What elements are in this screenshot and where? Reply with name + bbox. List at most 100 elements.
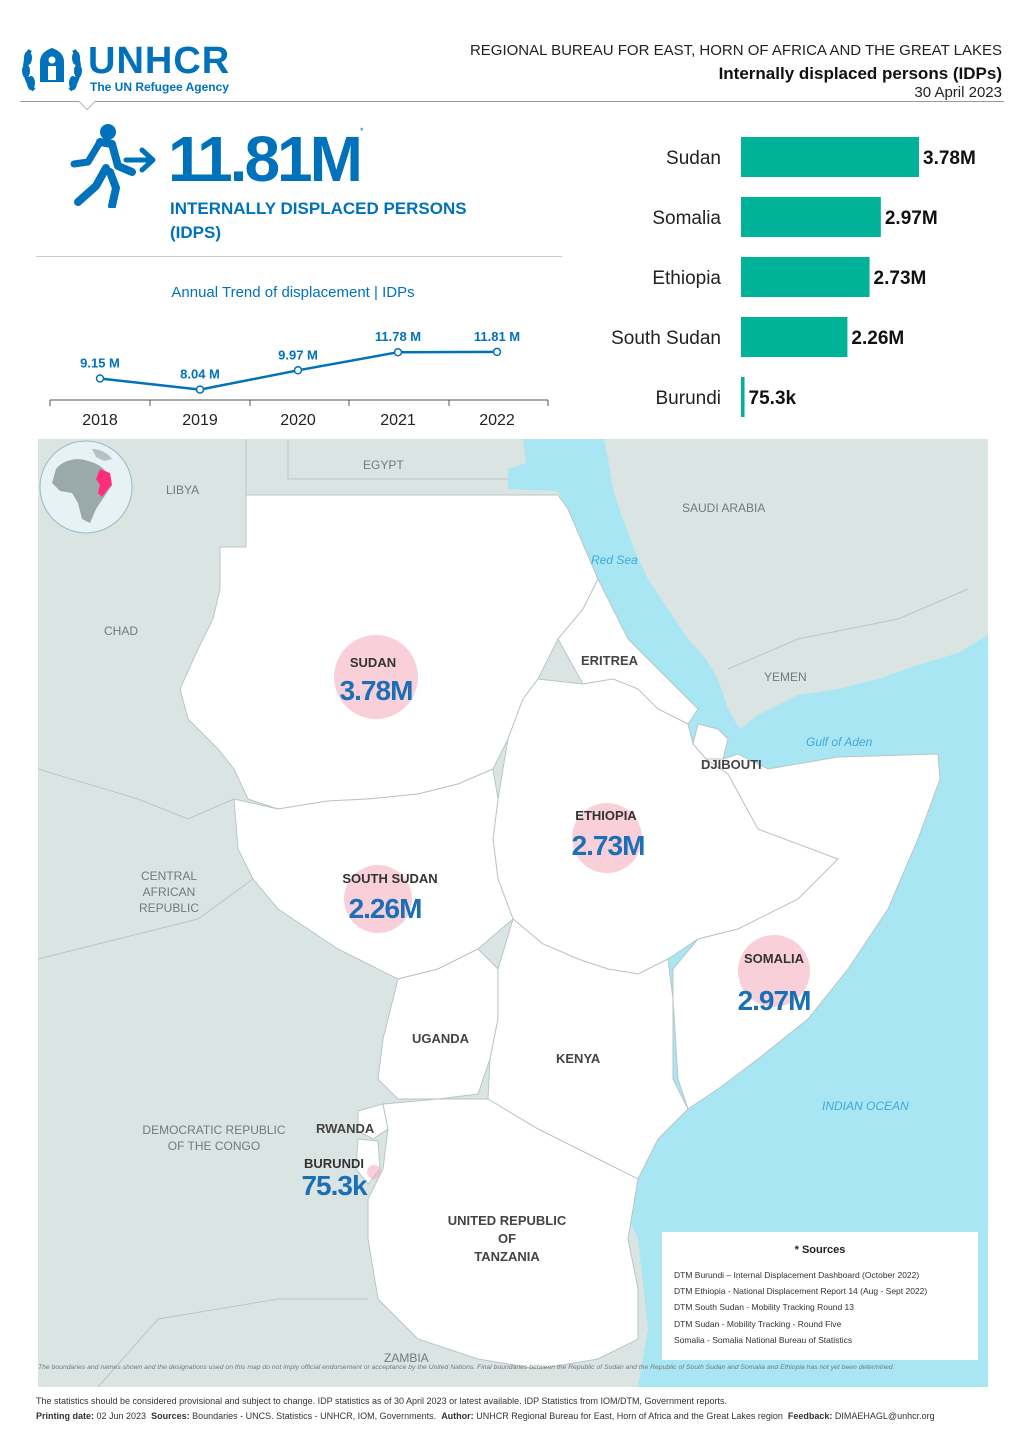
- printing-date-value: 02 Jun 2023: [96, 1411, 147, 1421]
- bubble-name-burundi: BURUNDI: [304, 1156, 364, 1171]
- label-drc-line2: OF THE CONGO: [167, 1139, 261, 1153]
- bubble-ethiopia: [572, 803, 642, 873]
- label-car: CENTRAL AFRICAN REPUBLIC: [136, 868, 202, 916]
- bar-data-label: 2.26M: [851, 328, 904, 349]
- trend-point: [492, 347, 502, 357]
- trend-point: [293, 366, 303, 375]
- trend-line-chart: 9.15 M 2018 8.04 M 2019 9.97 M 2020 11.78 M 202…: [49, 329, 549, 429]
- bubble-value-sudan: 3.78M: [339, 675, 414, 706]
- trend-point: [393, 347, 403, 357]
- bubble-burundi: [367, 1165, 381, 1179]
- source-item: Somalia - Somalia National Bureau of Sta…: [674, 1335, 853, 1345]
- bubble-south-sudan: [344, 865, 412, 933]
- source-item: DTM Burundi – Internal Displacement Dash…: [674, 1270, 920, 1280]
- bar-data-label: 2.73M: [874, 268, 927, 289]
- bar: [741, 197, 881, 237]
- bubble-name-sudan: SUDAN: [349, 655, 397, 670]
- label-indian-ocean: INDIAN OCEAN: [822, 1099, 909, 1113]
- report-date: 30 April 2023: [914, 84, 1002, 101]
- label-uganda: UGANDA: [412, 1031, 470, 1046]
- bubble-name-south-sudan: SOUTH SUDAN: [342, 871, 438, 886]
- label-djibouti: DJIBOUTI: [701, 757, 762, 772]
- sources-box: * Sources DTM Burundi – Internal Displac…: [662, 1232, 978, 1360]
- label-zambia: ZAMBIA: [384, 1351, 429, 1365]
- map-disclaimer: The boundaries and names shown and the d…: [38, 1364, 895, 1371]
- trend-x-tick-label: 2022: [479, 412, 515, 429]
- bar: [741, 377, 745, 417]
- kpi-footnote-mark: *: [360, 126, 364, 136]
- kpi-label: INTERNALLY DISPLACED PERSONS (IDPS): [170, 199, 467, 242]
- kpi-total-idps: 11.81M: [168, 123, 363, 195]
- label-libya: LIBYA: [166, 483, 200, 497]
- bar-category-label: Ethiopia: [652, 268, 721, 289]
- logo-subtitle: The UN Refugee Agency: [90, 80, 229, 94]
- printing-date-label: Printing date:: [36, 1411, 94, 1421]
- label-rwanda: RWANDA: [316, 1121, 375, 1136]
- source-item: DTM Ethiopia - National Displacement Rep…: [674, 1286, 928, 1296]
- trend-data-label: 9.15 M: [80, 356, 120, 371]
- bar-category-label: Sudan: [666, 148, 721, 169]
- unhcr-logo: UNHCR The UN Refugee Agency: [20, 38, 260, 100]
- footer-credits: Printing date: 02 Jun 2023 Sources: Boun…: [36, 1411, 935, 1421]
- person-moving-arrow-icon: [70, 124, 156, 208]
- label-car-line2: AFRICAN: [142, 885, 196, 899]
- label-eritrea: ERITREA: [581, 653, 639, 668]
- source-item: DTM Sudan - Mobility Tracking - Round Fi…: [674, 1319, 842, 1329]
- label-yemen: YEMEN: [764, 670, 807, 684]
- sources-value: Boundaries - UNCS. Statistics - UNHCR, I…: [192, 1411, 437, 1421]
- bubble-name-ethiopia: ETHIOPIA: [575, 808, 637, 823]
- label-tanzania-line1: UNITED REPUBLIC: [447, 1213, 567, 1228]
- country-bar-chart: Sudan 3.78M Somalia 2.97M Ethiopia 2.73M South…: [611, 137, 976, 417]
- bar: [741, 137, 919, 177]
- bubble-value-ethiopia: 2.73M: [571, 830, 646, 861]
- trend-chart-title: Annual Trend of displacement | IDPs: [171, 284, 415, 301]
- kpi-divider: [36, 256, 562, 257]
- label-chad: CHAD: [104, 624, 139, 638]
- bubble-sudan: [334, 635, 418, 719]
- header-divider: [20, 101, 1004, 102]
- author-label: Author:: [441, 1411, 474, 1421]
- bar-category-label: South Sudan: [611, 328, 721, 349]
- bubble-value-south-sudan: 2.26M: [348, 893, 423, 924]
- trend-x-tick-label: 2021: [380, 412, 416, 429]
- bar-data-label: 2.97M: [885, 208, 938, 229]
- bubble-name-somalia: SOMALIA: [744, 951, 804, 966]
- bar: [741, 317, 848, 357]
- label-drc-line1: DEMOCRATIC REPUBLIC: [142, 1123, 286, 1137]
- globe-inset-icon: [39, 440, 133, 534]
- label-drc: DEMOCRATIC REPUBLIC OF THE CONGO: [138, 1122, 290, 1154]
- bar-data-label: 75.3k: [749, 388, 797, 409]
- bubble-value-somalia: 2.97M: [737, 985, 812, 1016]
- trend-data-label: 11.78 M: [375, 329, 421, 344]
- label-egypt: EGYPT: [363, 458, 404, 472]
- footer-note: The statistics should be considered prov…: [36, 1396, 727, 1406]
- bar: [741, 257, 870, 297]
- sources-label: Sources:: [151, 1411, 190, 1421]
- page-title: Internally displaced persons (IDPs): [718, 64, 1002, 83]
- label-red-sea: Red Sea: [591, 553, 638, 567]
- regional-map: LIBYA EGYPT SAUDI ARABIA CHAD YEMEN CENT…: [38, 439, 988, 1387]
- bar-data-label: 3.78M: [923, 148, 976, 169]
- logo-wordmark: UNHCR: [88, 40, 231, 82]
- label-saudi-arabia: SAUDI ARABIA: [682, 501, 766, 515]
- trend-point: [195, 385, 205, 394]
- sources-title: * Sources: [794, 1244, 846, 1256]
- label-tanzania-line2: OF: [497, 1231, 517, 1246]
- trend-data-label: 8.04 M: [180, 367, 220, 382]
- feedback-email[interactable]: DIMAEHAGL@unhcr.org: [834, 1411, 935, 1421]
- trend-x-tick-label: 2018: [82, 412, 118, 429]
- label-tanzania-line3: TANZANIA: [474, 1249, 540, 1264]
- bar-category-label: Somalia: [652, 208, 721, 229]
- trend-point: [95, 374, 105, 383]
- source-item: DTM South Sudan - Mobility Tracking Roun…: [674, 1302, 855, 1312]
- bubble-somalia: [738, 935, 810, 1007]
- label-car-line3: REPUBLIC: [138, 901, 200, 915]
- trend-x-tick-label: 2019: [182, 412, 218, 429]
- trend-data-label: 9.97 M: [278, 347, 318, 362]
- label-gulf-of-aden: Gulf of Aden: [806, 735, 873, 749]
- author-value: UNHCR Regional Bureau for East, Horn of …: [476, 1411, 783, 1421]
- label-tanzania: UNITED REPUBLIC OF TANZANIA: [436, 1212, 578, 1266]
- bubble-value-burundi: 75.3k: [301, 1170, 367, 1201]
- trend-x-tick-label: 2020: [280, 412, 316, 429]
- laurel-hands-icon: [22, 48, 82, 92]
